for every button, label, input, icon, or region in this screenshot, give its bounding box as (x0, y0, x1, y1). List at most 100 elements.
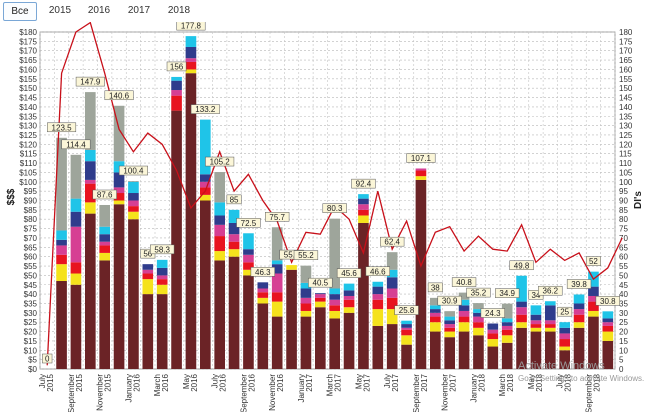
y-tick-right: 180 (619, 28, 633, 37)
x-tick-year: 2016 (276, 373, 285, 391)
bar-segment (142, 264, 154, 270)
data-label: 25 (560, 308, 569, 317)
y-tick-left: $170 (19, 47, 37, 56)
bar-segment (573, 303, 585, 310)
data-label: 46.3 (255, 268, 271, 277)
y-tick-left: $140 (19, 103, 37, 112)
bar-segment (113, 200, 125, 205)
bar-segment (99, 245, 111, 253)
x-tick-label: May (182, 374, 191, 389)
bar-segment (559, 327, 571, 334)
y-tick-right: 65 (619, 243, 628, 252)
tab-2016[interactable]: 2016 (87, 5, 111, 16)
x-tick-label: July (556, 374, 565, 388)
y-tick-left: $105 (19, 168, 37, 177)
data-label-box (380, 236, 405, 247)
bar-segment (113, 193, 125, 201)
data-label: 55.2 (298, 251, 314, 260)
y-tick-left: $145 (19, 94, 37, 103)
bar-segment (473, 316, 484, 323)
y-tick-left: $90 (24, 197, 38, 206)
bar-segment (602, 331, 614, 341)
x-tick-label: September (239, 374, 248, 412)
data-label-box (351, 178, 376, 189)
data-label-box (495, 288, 520, 298)
y-tick-right: 110 (619, 159, 632, 168)
bar-segment (544, 301, 556, 306)
data-label-box (226, 194, 242, 205)
x-tick-label: November (268, 374, 277, 411)
bar-segment (128, 200, 139, 207)
data-label: 40.5 (313, 279, 329, 288)
bar-segment (156, 284, 168, 295)
bar-segment (415, 179, 427, 369)
tab-2015[interactable]: 2015 (48, 5, 72, 16)
bar-segment (156, 275, 168, 280)
bar-segment (56, 264, 67, 282)
bar-segment (501, 322, 513, 326)
bar-segment (84, 92, 96, 150)
bar-segment (257, 282, 269, 289)
bar-segment (530, 331, 542, 369)
data-label: 105.2 (210, 158, 231, 167)
bar-segment (228, 249, 240, 257)
bar-segment (185, 61, 197, 70)
bar-segment (300, 265, 312, 283)
bar-segment (329, 299, 341, 306)
data-label-box (42, 353, 53, 364)
data-label-box (250, 267, 275, 277)
bar-segment (286, 269, 297, 369)
y-tick-right: 80 (619, 215, 628, 224)
bar-segment (516, 327, 527, 369)
bar-segment (386, 297, 398, 310)
y-tick-right: 30 (619, 309, 628, 318)
bar-segment (185, 46, 197, 59)
bar-segment (286, 265, 297, 270)
data-label-box (190, 104, 220, 114)
tab-all[interactable]: Все (3, 2, 37, 21)
bar-segment (156, 259, 168, 268)
bar-segment (444, 331, 456, 338)
data-label: 114.4 (66, 140, 86, 149)
x-tick-year: 2016 (219, 373, 228, 391)
x-tick-year: 2017 (305, 373, 314, 391)
y-tick-left: $85 (24, 206, 38, 215)
bar-segment (300, 316, 312, 369)
bar-segment (314, 293, 326, 295)
bar-segment (415, 168, 427, 171)
x-tick-label: July (38, 374, 47, 388)
data-label-box (118, 165, 148, 176)
bar-segment (314, 294, 326, 298)
y-axis-left: $0$5$10$15$20$25$30$35$40$45$50$55$60$65… (19, 28, 37, 374)
bar-segment (358, 204, 369, 210)
data-label-box (427, 282, 443, 293)
bar-segment (113, 187, 125, 194)
data-label: 30.8 (600, 297, 616, 306)
gridlines (39, 31, 616, 370)
x-tick-year: 2016 (190, 373, 199, 391)
bar-segment (171, 95, 182, 111)
bar-segment (113, 172, 125, 188)
bar-segment (559, 346, 571, 351)
y-tick-right: 150 (619, 84, 633, 93)
bar-segment (573, 322, 585, 328)
bar-segment (84, 183, 96, 203)
tab-2017[interactable]: 2017 (127, 5, 151, 16)
bar-segment (473, 327, 484, 336)
bar-segment (386, 277, 398, 289)
y-tick-right: 40 (619, 290, 628, 299)
y-tick-left: $115 (20, 150, 38, 159)
bar-segment (56, 245, 67, 255)
x-tick-label: November (96, 374, 105, 411)
data-label-box (394, 305, 419, 315)
bar-segment (228, 209, 240, 223)
x-tick-label: March (326, 374, 335, 396)
bar-segment (257, 288, 269, 293)
tab-2018[interactable]: 2018 (167, 5, 191, 16)
data-label: 75.7 (269, 213, 285, 222)
bar-segment (372, 309, 384, 326)
bar-segment (142, 273, 154, 280)
bar-segment (602, 325, 614, 332)
bar-segment (458, 299, 470, 306)
data-label: 56 (143, 250, 152, 259)
